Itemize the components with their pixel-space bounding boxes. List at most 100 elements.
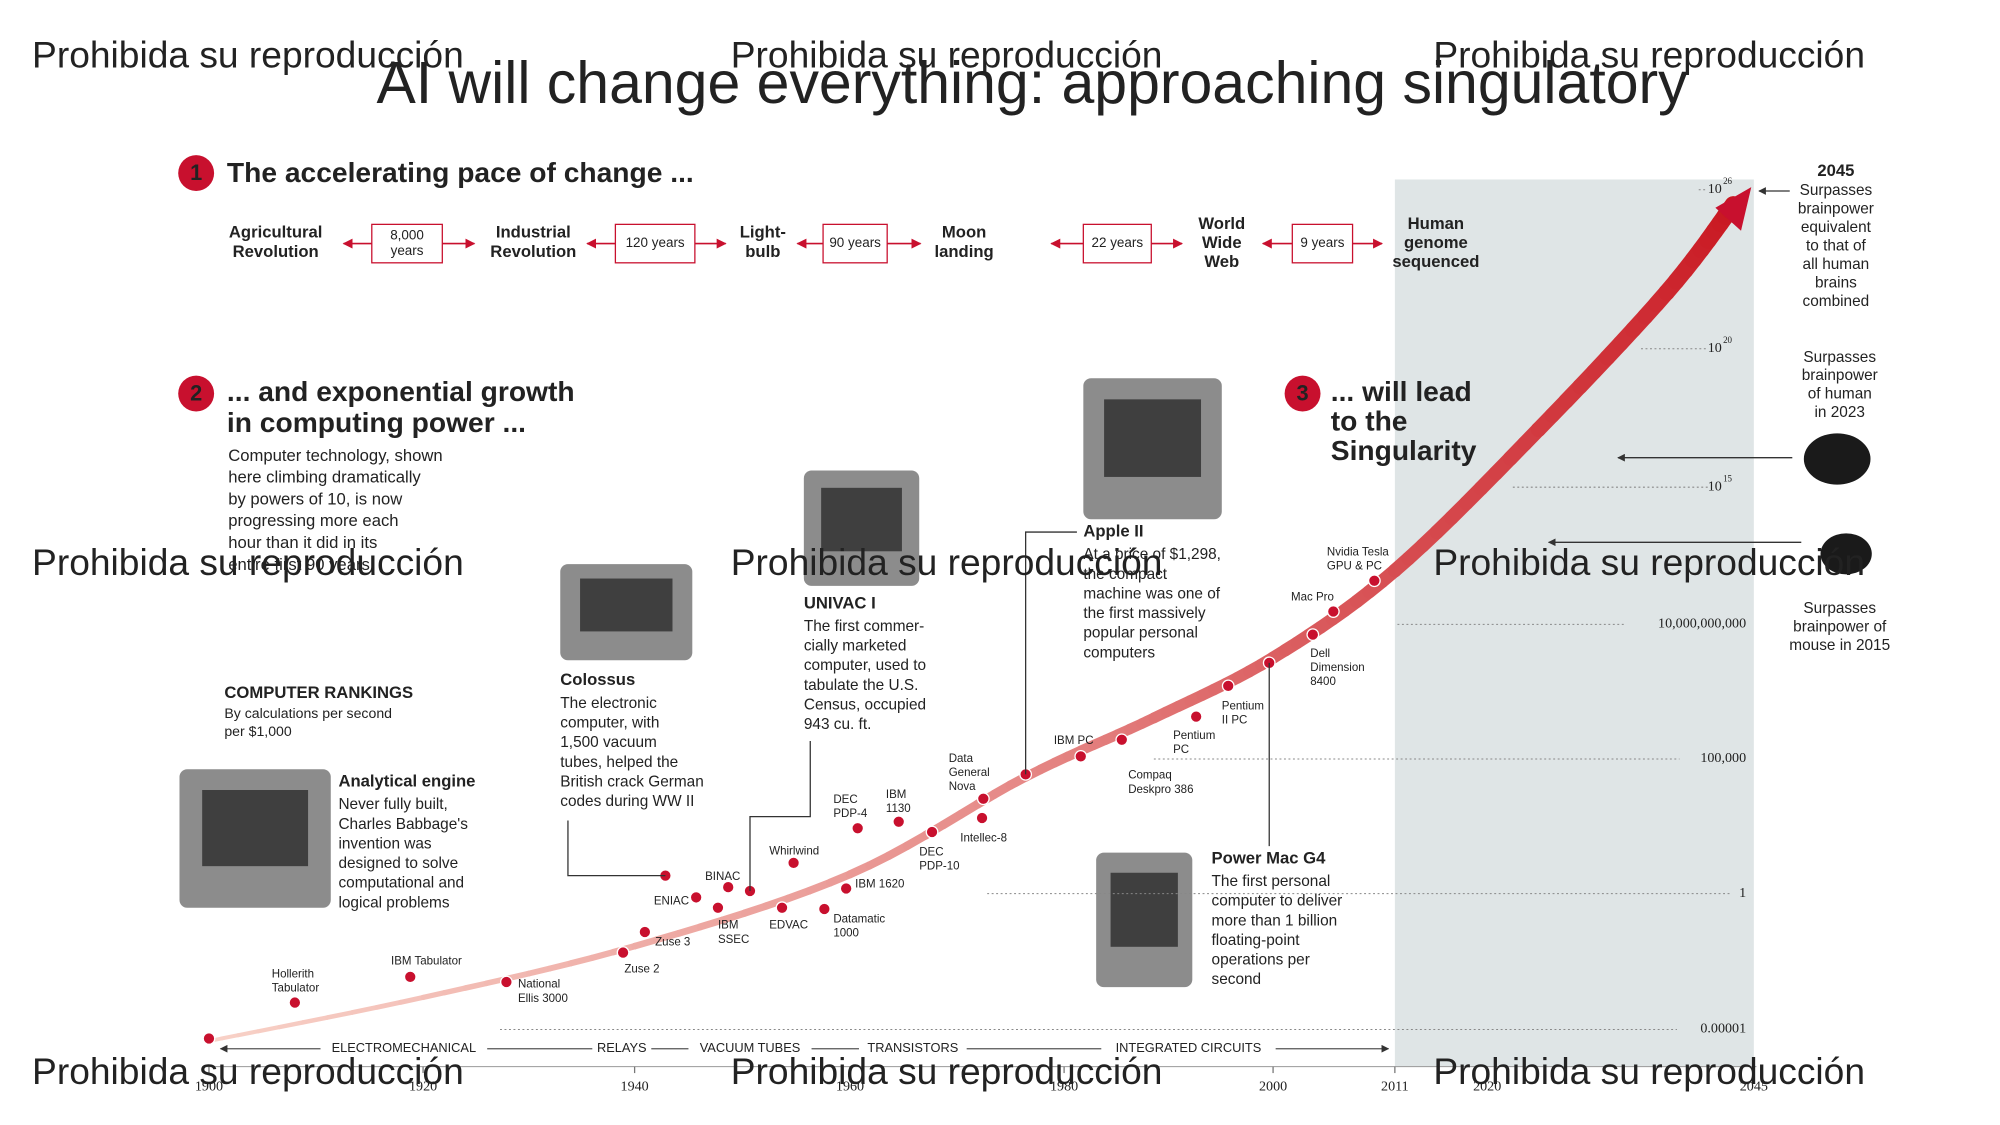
timeline-event: Web (1204, 252, 1239, 271)
section-body: by powers of 10, is now (228, 489, 403, 508)
timeline-event: Revolution (233, 242, 319, 261)
milestone-label: BINAC (705, 871, 740, 883)
milestone-label: Pentium (1173, 730, 1215, 742)
section-body: Computer technology, shown (228, 446, 443, 465)
milestone-dot (1189, 710, 1203, 724)
watermark: Prohibida su reproducción (32, 1050, 464, 1092)
interval-box (1082, 223, 1152, 264)
target-body: to that of (1806, 237, 1867, 254)
timeline-event: Agricultural (229, 223, 322, 242)
timeline-event: Moon (942, 223, 986, 242)
callout-body: computational and (338, 875, 464, 892)
milestone-dot (851, 821, 865, 835)
timeline-event: genome (1404, 233, 1468, 252)
callout-body: 1,500 vacuum (560, 734, 657, 751)
callout-body: At a price of $1,298, (1083, 546, 1221, 563)
growth-curve (762, 894, 792, 910)
curve-arrowhead (1715, 187, 1752, 231)
milestone-dot (925, 825, 939, 839)
milestone-label: Dell (1310, 648, 1330, 660)
y-tick-exponent: 15 (1723, 474, 1732, 484)
x-tick-label: 1980 (1050, 1078, 1078, 1094)
era-label-bg (320, 1039, 488, 1058)
growth-curve (546, 960, 574, 972)
y-tick-exponent: 20 (1723, 335, 1732, 345)
timeline-event: Wide (1202, 233, 1242, 252)
callout-title: UNIVAC I (804, 593, 876, 612)
target-body: brainpower (1798, 201, 1874, 218)
x-tick-label: 2000 (1259, 1078, 1287, 1094)
milestone-dot (1074, 750, 1088, 763)
callout-body: The first commer- (804, 618, 924, 635)
timeline-event: Industrial (496, 223, 571, 242)
target-body: brains (1815, 274, 1857, 291)
future-shade (1394, 179, 1754, 1067)
milestone-label: Whirlwind (769, 845, 819, 857)
watermark: Prohibida su reproducción (731, 34, 1163, 76)
growth-curve (325, 1010, 355, 1020)
callout-body: codes during WW II (560, 793, 694, 810)
interval-box (614, 223, 696, 264)
callout-body: the first massively (1083, 605, 1205, 622)
x-tick-label: 1960 (836, 1078, 864, 1094)
callout-title: Apple II (1083, 521, 1143, 540)
callout-title: Colossus (560, 670, 635, 689)
era-label-bg (1101, 1039, 1276, 1058)
target-body: combined (1803, 293, 1870, 310)
callout-body: computers (1083, 644, 1155, 661)
x-tick-label: 2045 (1740, 1078, 1768, 1094)
section-body: hour than it did in its (228, 533, 377, 552)
milestone-label: 1130 (886, 803, 911, 815)
growth-curve (300, 1015, 330, 1025)
human-annotation: brainpower (1802, 367, 1878, 384)
milestone-label: Nova (949, 781, 976, 793)
milestone-label: Deskpro 386 (1128, 784, 1193, 796)
growth-curve (504, 970, 532, 982)
milestone-label: Dimension (1310, 662, 1364, 674)
timeline-event: Human (1408, 214, 1464, 233)
power-mac-photo-detail (1110, 872, 1178, 947)
timeline-event: World (1198, 214, 1245, 233)
callout-body: computer to deliver (1212, 893, 1343, 910)
growth-curve (696, 916, 726, 931)
y-tick-label: 10,000,000,000 (1658, 616, 1746, 632)
apple-ii-photo-detail (1104, 399, 1202, 477)
milestone-label: Mac Pro (1291, 591, 1334, 603)
milestone-dot (711, 901, 725, 915)
growth-curve (462, 980, 490, 991)
milestone-label: National (518, 979, 560, 991)
callout-body: logical problems (338, 894, 449, 911)
growth-curve (219, 1033, 241, 1041)
milestone-label: Datamatic (833, 913, 885, 925)
section-body: progressing more each (228, 511, 398, 530)
target-year: 2045 (1817, 161, 1854, 180)
slide-title: AI will change everything: approaching s… (376, 51, 1688, 116)
target-body: Surpasses (1800, 182, 1873, 199)
milestone-dot (817, 902, 831, 916)
callout-body: cially marketed (804, 638, 907, 655)
rankings-title: COMPUTER RANKINGS (224, 683, 413, 702)
milestone-label: IBM Tabulator (391, 956, 462, 968)
callout-body: 943 cu. ft. (804, 716, 872, 733)
interval-label: 9 years (1300, 235, 1344, 250)
interval-box (371, 223, 443, 264)
growth-curve (420, 990, 447, 1001)
era-label-bg (592, 1039, 652, 1058)
watermark: Prohibida su reproducción (731, 1050, 1163, 1092)
section-heading: in computing power ... (227, 406, 526, 438)
milestone-label: II PC (1222, 715, 1248, 727)
era-label: INTEGRATED CIRCUITS (1116, 1040, 1262, 1055)
growth-curve (652, 930, 682, 944)
milestone-label: SSEC (718, 934, 749, 946)
callout-body: Charles Babbage's (338, 816, 468, 833)
milestone-dot (976, 792, 990, 806)
callout-body: British crack German (560, 773, 704, 790)
rankings-subtitle: By calculations per second (224, 705, 392, 721)
y-tick-label: 100,000 (1700, 750, 1746, 766)
timeline-event: Light- (740, 223, 786, 242)
brain-icon (1803, 433, 1871, 485)
growth-curve (398, 994, 426, 1005)
univac-leader (749, 741, 811, 892)
